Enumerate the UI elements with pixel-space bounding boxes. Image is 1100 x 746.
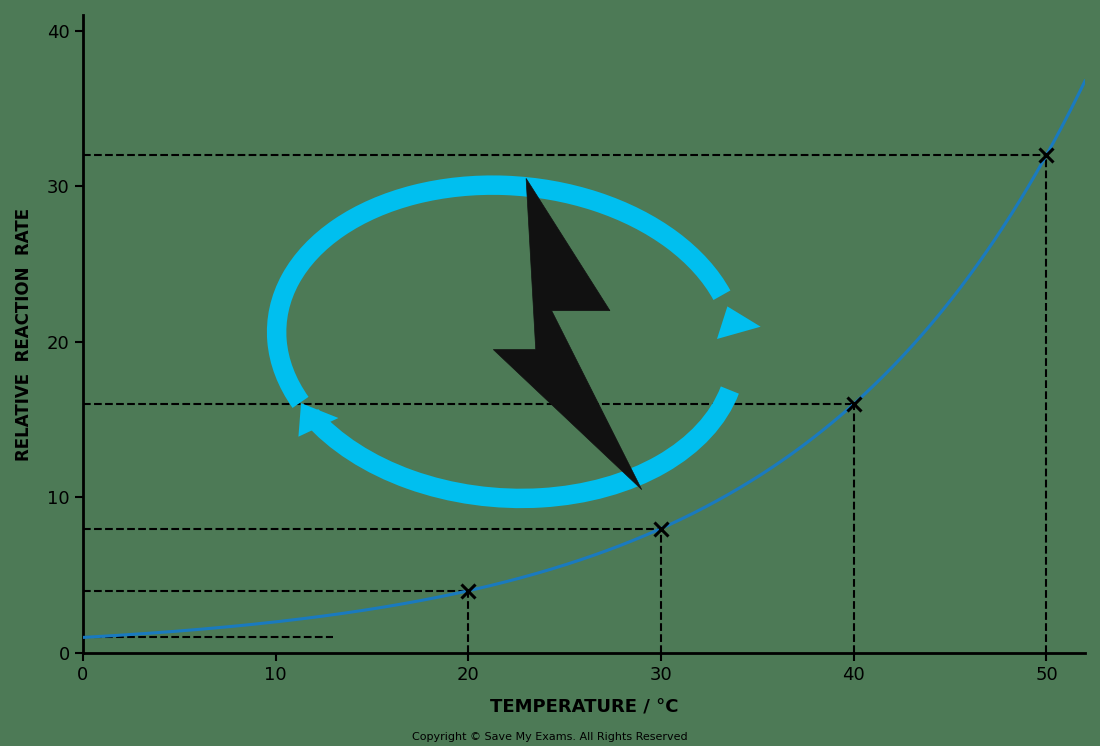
Y-axis label: RELATIVE  REACTION  RATE: RELATIVE REACTION RATE bbox=[15, 207, 33, 460]
Polygon shape bbox=[717, 307, 760, 339]
Polygon shape bbox=[493, 178, 641, 489]
X-axis label: TEMPERATURE / °C: TEMPERATURE / °C bbox=[490, 698, 679, 716]
Text: Copyright © Save My Exams. All Rights Reserved: Copyright © Save My Exams. All Rights Re… bbox=[412, 733, 688, 742]
Polygon shape bbox=[298, 403, 339, 436]
